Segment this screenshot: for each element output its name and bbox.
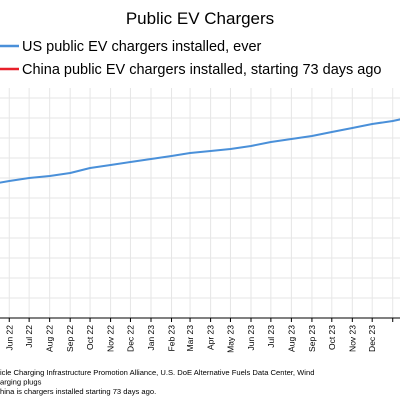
x-tick-label: May 23 (225, 325, 235, 353)
footnotes: icle Charging Infrastructure Promotion A… (0, 368, 314, 396)
legend-label-1: China public EV chargers installed, star… (22, 62, 381, 78)
series-line-0 (0, 118, 400, 184)
x-tick-label: Jun 23 (246, 325, 256, 351)
x-tick-label: Dec 22 (125, 325, 135, 352)
x-tick-label: Apr 23 (206, 325, 216, 350)
series-layer (0, 118, 400, 184)
x-tick-label: Jun 22 (4, 325, 14, 351)
x-tick-label: Sep 23 (307, 325, 317, 352)
footnote-line-2: hina is chargers installed starting 73 d… (0, 387, 156, 396)
footnote-line-1: arging plugs (0, 378, 42, 387)
x-tick-label: Oct 23 (327, 325, 337, 350)
x-tick-label: Dec 23 (367, 325, 377, 352)
x-tick-label: Sep 22 (65, 325, 75, 352)
x-tick-label: Jul 22 (24, 325, 34, 348)
legend: US public EV chargers installed, ever Chi… (0, 39, 381, 78)
x-tick-label: Aug 22 (45, 325, 55, 352)
x-tick-label: Aug 23 (286, 325, 296, 352)
x-tick-label: Nov 23 (347, 325, 357, 352)
x-tick-label: Oct 22 (85, 325, 95, 350)
x-tick-label: Jul 23 (266, 325, 276, 348)
x-tick-label: Feb 23 (167, 325, 177, 352)
x-tick-label: Jan 23 (146, 325, 156, 351)
gridlines (0, 88, 400, 319)
x-tick-label: Mar 23 (185, 325, 195, 352)
x-axis: Jun 22 Jul 22 Aug 22 Sep 22 Oct 22 Nov 22 Dec … (0, 317, 400, 353)
chart-title: Public EV Chargers (126, 9, 274, 28)
footnote-line-0: icle Charging Infrastructure Promotion A… (0, 368, 314, 377)
x-tick-label: Nov 22 (106, 325, 116, 352)
legend-label-0: US public EV chargers installed, ever (22, 39, 262, 55)
